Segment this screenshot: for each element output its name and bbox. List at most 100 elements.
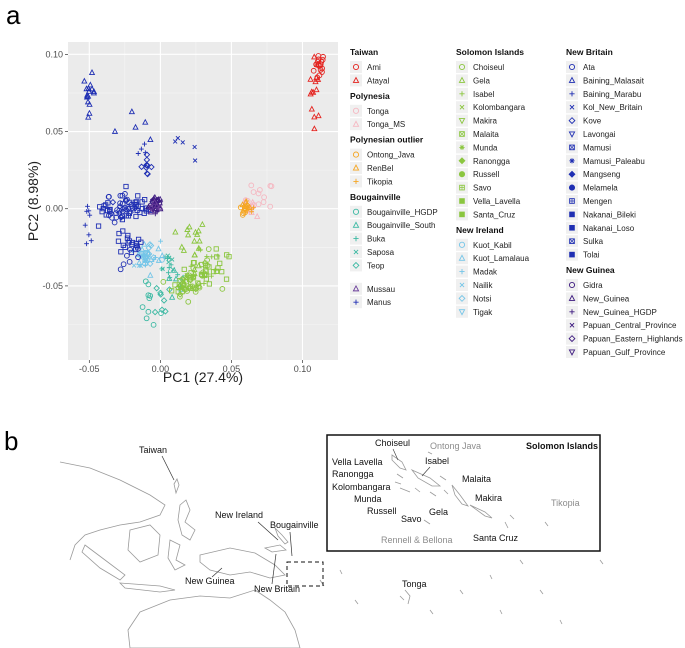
- legend-label: Kolombangara: [473, 103, 526, 112]
- data-point: [191, 251, 198, 258]
- legend-key-lavongai: [568, 131, 576, 138]
- inset-ontong-java: Ontong Java: [430, 441, 481, 451]
- legend: Taiwan Ami Atayal Polynesia Tonga Tonga_MS Pol…: [350, 47, 683, 358]
- data-point: [142, 141, 147, 147]
- data-point: [190, 275, 196, 281]
- legend-key-new-guinea: [568, 294, 576, 301]
- data-point: [201, 281, 207, 286]
- data-point: [143, 161, 150, 169]
- tonga-island: [404, 589, 411, 605]
- panel-a-label: a: [6, 0, 21, 30]
- label-new-guinea: New Guinea: [185, 576, 235, 586]
- data-point: [314, 75, 322, 82]
- data-point: [203, 276, 209, 282]
- legend-key-mamusi-paleabu: [569, 158, 575, 164]
- data-point: [180, 246, 188, 253]
- legend-key-bg: [456, 74, 468, 87]
- legend-label: Melamela: [583, 184, 618, 193]
- data-point: [111, 127, 119, 134]
- data-point: [142, 205, 149, 211]
- data-point: [133, 213, 139, 220]
- legend-label: Mamusi_Paleabu: [583, 157, 645, 166]
- data-point: [129, 239, 136, 246]
- inset-rennell-bellona: Rennell & Bellona: [381, 535, 453, 545]
- legend-group-title: Bougainville: [350, 192, 401, 202]
- data-point: [195, 283, 202, 289]
- legend-key-bg: [350, 118, 362, 131]
- data-point: [169, 288, 175, 294]
- data-point: [190, 274, 197, 280]
- legend-key-bg: [456, 252, 468, 265]
- legend-key-bg: [566, 61, 578, 73]
- series-sulka: [125, 236, 144, 256]
- data-point: [120, 261, 127, 268]
- data-point: [135, 193, 141, 199]
- data-point: [178, 243, 185, 250]
- series-buka: [159, 254, 181, 280]
- label-tonga: Tonga: [402, 579, 427, 589]
- data-point: [315, 61, 322, 68]
- data-point: [199, 220, 206, 227]
- legend-label: Teop: [367, 261, 385, 270]
- data-point: [160, 279, 167, 285]
- data-point: [120, 201, 126, 207]
- data-point: [219, 269, 225, 275]
- legend-key-bougainville-south: [352, 221, 360, 228]
- inset-choiseul: Choiseul: [375, 438, 410, 448]
- data-point: [128, 249, 135, 256]
- data-point: [217, 260, 223, 266]
- legend-key-savo: [459, 184, 465, 191]
- data-point: [308, 105, 315, 112]
- legend-label: New_Guinea: [583, 294, 630, 303]
- legend-key-bg: [350, 61, 362, 73]
- legend-label: Saposa: [367, 248, 395, 257]
- sulawesi: [167, 539, 186, 571]
- legend-key-baining-marabu: [569, 91, 575, 97]
- data-point: [128, 108, 136, 115]
- data-point: [191, 260, 197, 266]
- data-point: [206, 281, 212, 287]
- legend-group-title: Polynesian outlier: [350, 135, 424, 145]
- data-point: [210, 269, 217, 275]
- data-point: [84, 208, 90, 214]
- data-point: [115, 238, 122, 244]
- legend-label: Lavongai: [583, 130, 616, 139]
- new-guinea-island: [199, 547, 286, 579]
- legend-label: Manus: [367, 298, 391, 307]
- legend-label: Sulka: [583, 237, 604, 246]
- data-point: [147, 136, 154, 142]
- inset-santa-cruz: Santa Cruz: [473, 533, 519, 543]
- legend-label: Ata: [583, 63, 596, 72]
- y-tick-label: 0.05: [45, 127, 63, 137]
- data-point: [84, 92, 92, 99]
- data-point: [126, 199, 132, 205]
- label-bougainville: Bougainville: [270, 520, 319, 530]
- legend-key-tigak: [458, 309, 466, 316]
- data-point: [257, 187, 263, 193]
- data-point: [143, 164, 150, 171]
- data-point: [248, 209, 255, 216]
- data-point: [119, 192, 126, 199]
- inset-munda: Munda: [354, 494, 382, 504]
- series-malaita: [187, 246, 221, 287]
- legend-label: Tonga_MS: [367, 120, 405, 129]
- data-point: [99, 209, 105, 215]
- data-point: [118, 249, 124, 255]
- data-point: [255, 190, 262, 197]
- data-point: [244, 208, 250, 214]
- legend-label: Gidra: [583, 281, 603, 290]
- legend-key-bg: [456, 305, 468, 318]
- inset-savo: Savo: [401, 514, 422, 524]
- data-point: [88, 238, 94, 244]
- data-point: [117, 214, 125, 221]
- data-point: [135, 254, 141, 261]
- data-point: [138, 263, 144, 268]
- data-point: [313, 74, 320, 81]
- data-point: [167, 275, 173, 280]
- data-point: [125, 232, 131, 239]
- data-point: [166, 255, 172, 261]
- data-point: [192, 158, 198, 163]
- legend-key-mangseng: [568, 170, 576, 178]
- legend-key-bg: [566, 279, 578, 291]
